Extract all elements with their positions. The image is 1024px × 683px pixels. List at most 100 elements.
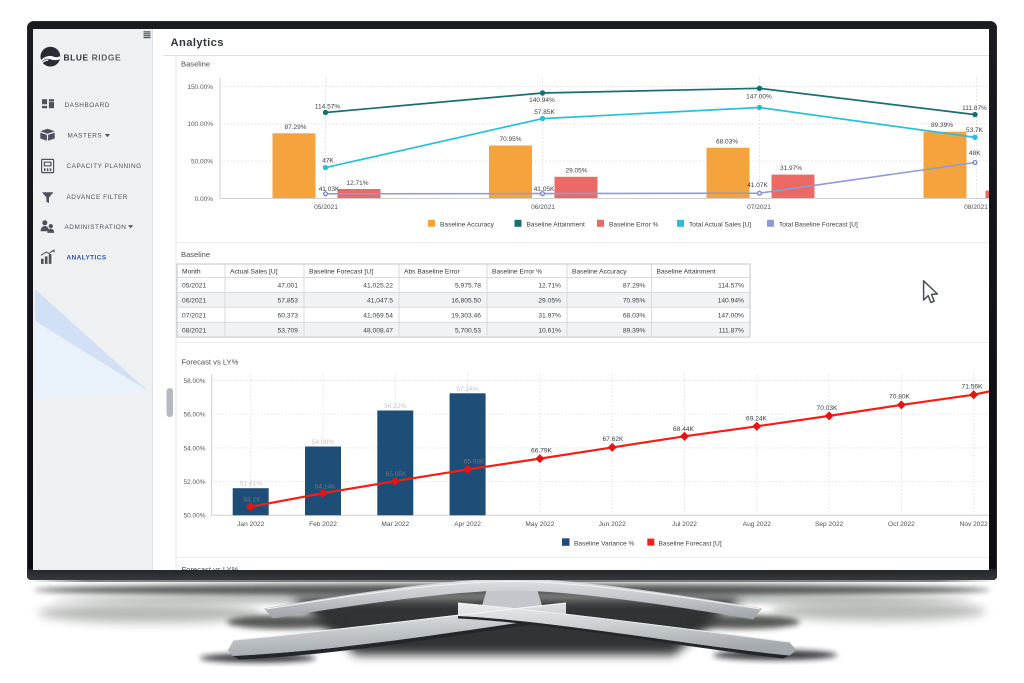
svg-text:16,805.50: 16,805.50: [451, 298, 481, 305]
svg-text:Jul 2022: Jul 2022: [672, 521, 697, 528]
svg-text:70.80K: 70.80K: [889, 394, 911, 401]
svg-text:41,025.22: 41,025.22: [363, 283, 393, 290]
svg-text:52.00%: 52.00%: [183, 479, 205, 486]
svg-text:Actual Sales [U]: Actual Sales [U]: [230, 268, 278, 275]
svg-text:05/2021: 05/2021: [182, 283, 206, 290]
svg-text:08/2021: 08/2021: [182, 327, 206, 334]
svg-text:114.57%: 114.57%: [718, 283, 744, 290]
svg-text:87.29%: 87.29%: [284, 124, 306, 131]
svg-text:Baseline: Baseline: [181, 250, 210, 259]
svg-text:05/2021: 05/2021: [314, 204, 338, 211]
svg-text:60,373: 60,373: [278, 312, 299, 319]
svg-text:0.00%: 0.00%: [195, 196, 214, 203]
svg-text:48K: 48K: [969, 150, 981, 157]
svg-text:68.44K: 68.44K: [673, 426, 695, 433]
svg-text:Baseline Forecast [U]: Baseline Forecast [U]: [309, 268, 373, 275]
svg-text:Apr 2022: Apr 2022: [454, 521, 481, 528]
svg-text:67.62K: 67.62K: [603, 436, 625, 443]
svg-text:MASTERS: MASTERS: [68, 133, 103, 140]
svg-text:140.94%: 140.94%: [529, 97, 555, 104]
svg-text:71.56K: 71.56K: [962, 384, 984, 391]
svg-text:140.94%: 140.94%: [718, 298, 744, 305]
svg-text:68.03%: 68.03%: [716, 138, 738, 145]
svg-text:57.24%: 57.24%: [456, 386, 479, 393]
svg-text:BLUE RIDGE: BLUE RIDGE: [64, 53, 122, 63]
svg-text:65.05K: 65.05K: [386, 471, 408, 478]
svg-text:58.00%: 58.00%: [183, 378, 205, 385]
svg-text:19,303.46: 19,303.46: [451, 312, 481, 319]
svg-text:Baseline Accuracy: Baseline Accuracy: [440, 221, 495, 228]
svg-text:53,709: 53,709: [278, 327, 299, 334]
svg-text:56.22%: 56.22%: [384, 403, 407, 410]
svg-text:DASHBOARD: DASHBOARD: [65, 102, 110, 109]
svg-text:51.61%: 51.61%: [240, 481, 263, 488]
svg-text:87.29%: 87.29%: [623, 283, 646, 290]
svg-text:ADVANCE FILTER: ADVANCE FILTER: [67, 194, 128, 201]
svg-text:111.87%: 111.87%: [719, 327, 744, 334]
svg-text:50.00%: 50.00%: [191, 159, 213, 166]
svg-text:Forecast vs LY%: Forecast vs LY%: [182, 565, 239, 574]
svg-text:41,047.5: 41,047.5: [367, 298, 393, 305]
svg-text:53.7K: 53.7K: [966, 127, 984, 134]
svg-text:89.39%: 89.39%: [931, 122, 953, 129]
svg-text:ANALYTICS: ANALYTICS: [67, 255, 107, 262]
svg-text:Forecast vs LY%: Forecast vs LY%: [182, 358, 239, 367]
svg-text:31.97%: 31.97%: [780, 165, 802, 172]
svg-text:48,008.47: 48,008.47: [363, 327, 393, 334]
svg-text:Baseline Attainment: Baseline Attainment: [527, 221, 585, 228]
svg-text:Nov 2022: Nov 2022: [960, 521, 989, 528]
svg-text:64.14K: 64.14K: [315, 484, 337, 491]
svg-text:70.95%: 70.95%: [623, 298, 646, 305]
svg-text:Baseline Attainment: Baseline Attainment: [657, 268, 716, 275]
svg-text:Total Actual Sales [U]: Total Actual Sales [U]: [689, 221, 751, 228]
svg-text:29.05%: 29.05%: [538, 298, 561, 305]
svg-text:63.2K: 63.2K: [243, 497, 261, 504]
svg-text:70.03K: 70.03K: [817, 405, 839, 412]
svg-text:150.00%: 150.00%: [187, 84, 213, 91]
svg-text:68.03%: 68.03%: [623, 312, 646, 319]
svg-text:5,700.53: 5,700.53: [455, 327, 481, 334]
svg-text:May 2022: May 2022: [525, 521, 554, 528]
svg-text:66.79K: 66.79K: [531, 448, 553, 455]
svg-text:5,975.78: 5,975.78: [455, 283, 481, 290]
svg-text:08/2021: 08/2021: [964, 204, 988, 211]
svg-text:Month: Month: [182, 268, 201, 275]
svg-text:Aug 2022: Aug 2022: [743, 521, 772, 528]
svg-text:56.00%: 56.00%: [183, 412, 205, 419]
svg-text:Analytics: Analytics: [171, 37, 224, 49]
svg-text:29.05%: 29.05%: [565, 168, 587, 175]
svg-text:Oct 2022: Oct 2022: [888, 521, 915, 528]
svg-text:Jun 2022: Jun 2022: [599, 521, 626, 528]
svg-text:147.00%: 147.00%: [746, 93, 772, 100]
svg-text:12.71%: 12.71%: [346, 180, 368, 187]
svg-text:Baseline Error %: Baseline Error %: [492, 268, 542, 275]
svg-text:10.61%: 10.61%: [538, 327, 561, 334]
svg-text:54.08%: 54.08%: [312, 439, 335, 446]
svg-text:111.87%: 111.87%: [962, 105, 987, 112]
svg-text:CAPACITY PLANNING: CAPACITY PLANNING: [67, 163, 142, 170]
svg-text:ADMINISTRATION: ADMINISTRATION: [65, 224, 127, 231]
svg-text:Jan 2022: Jan 2022: [237, 521, 264, 528]
svg-text:57,853: 57,853: [278, 298, 299, 305]
svg-text:147.00%: 147.00%: [718, 312, 744, 319]
svg-text:41.03K: 41.03K: [319, 186, 340, 193]
svg-text:70.95%: 70.95%: [499, 136, 521, 143]
svg-text:31.97%: 31.97%: [538, 312, 561, 319]
svg-text:07/2021: 07/2021: [747, 204, 771, 211]
svg-text:114.57%: 114.57%: [315, 104, 340, 111]
svg-text:06/2021: 06/2021: [531, 204, 555, 211]
svg-text:41.07K: 41.07K: [747, 182, 768, 189]
svg-text:Baseline Forecast [U]: Baseline Forecast [U]: [659, 540, 722, 547]
svg-text:65.93K: 65.93K: [464, 459, 486, 466]
svg-text:Baseline Error %: Baseline Error %: [609, 221, 659, 228]
svg-text:Abs Baseline Error: Abs Baseline Error: [404, 268, 461, 275]
svg-text:Baseline Accuracy: Baseline Accuracy: [572, 268, 627, 275]
svg-text:12.71%: 12.71%: [538, 283, 561, 290]
svg-text:Total Baseline Forecast [U]: Total Baseline Forecast [U]: [779, 221, 858, 228]
svg-text:Sep 2022: Sep 2022: [815, 521, 844, 528]
svg-text:89.39%: 89.39%: [623, 327, 646, 334]
svg-text:07/2021: 07/2021: [182, 312, 206, 319]
svg-text:47K: 47K: [322, 158, 334, 165]
svg-text:Feb 2022: Feb 2022: [309, 521, 337, 528]
svg-text:69.24K: 69.24K: [746, 416, 768, 423]
